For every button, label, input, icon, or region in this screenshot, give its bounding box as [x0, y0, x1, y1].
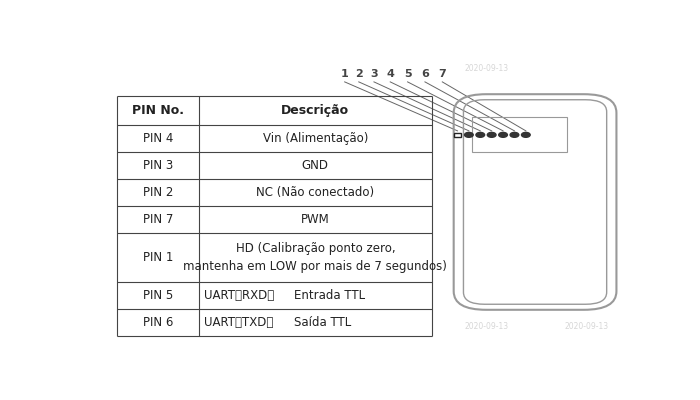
Text: PIN No.: PIN No. — [132, 104, 184, 117]
Text: 6: 6 — [421, 69, 429, 79]
Text: Saída TTL: Saída TTL — [294, 316, 351, 329]
Circle shape — [498, 132, 508, 137]
Text: 7: 7 — [438, 69, 446, 79]
Circle shape — [522, 132, 530, 137]
Text: UART（TXD）: UART（TXD） — [204, 316, 274, 329]
Text: 5: 5 — [404, 69, 412, 79]
Text: Descrição: Descrição — [281, 104, 349, 117]
Text: 2020-09-13: 2020-09-13 — [565, 322, 609, 331]
Circle shape — [465, 132, 473, 137]
Text: PIN 1: PIN 1 — [143, 251, 173, 264]
Text: PIN 6: PIN 6 — [143, 316, 173, 329]
Text: 2020-09-13: 2020-09-13 — [465, 322, 509, 331]
Circle shape — [476, 132, 484, 137]
Circle shape — [487, 132, 496, 137]
Text: GND: GND — [302, 160, 329, 172]
Text: PIN 7: PIN 7 — [143, 214, 173, 226]
Text: Vin (Alimentação): Vin (Alimentação) — [262, 132, 368, 146]
Text: PIN 2: PIN 2 — [143, 186, 173, 200]
Circle shape — [510, 132, 519, 137]
Text: PIN 4: PIN 4 — [143, 132, 173, 146]
Text: PIN 5: PIN 5 — [143, 289, 173, 302]
Text: UART（RXD）: UART（RXD） — [204, 289, 274, 302]
Text: 2: 2 — [355, 69, 363, 79]
Text: 4: 4 — [386, 69, 394, 79]
Text: PIN 3: PIN 3 — [143, 160, 173, 172]
Bar — [454, 133, 461, 137]
Text: PWM: PWM — [301, 214, 330, 226]
Text: 1: 1 — [341, 69, 349, 79]
Text: NC (Não conectado): NC (Não conectado) — [256, 186, 374, 200]
Text: 3: 3 — [370, 69, 378, 79]
Text: HD (Calibração ponto zero,
mantenha em LOW por mais de 7 segundos): HD (Calibração ponto zero, mantenha em L… — [183, 242, 447, 273]
Text: Entrada TTL: Entrada TTL — [294, 289, 365, 302]
Text: 2020-09-13: 2020-09-13 — [465, 64, 509, 73]
Bar — [472, 117, 566, 152]
